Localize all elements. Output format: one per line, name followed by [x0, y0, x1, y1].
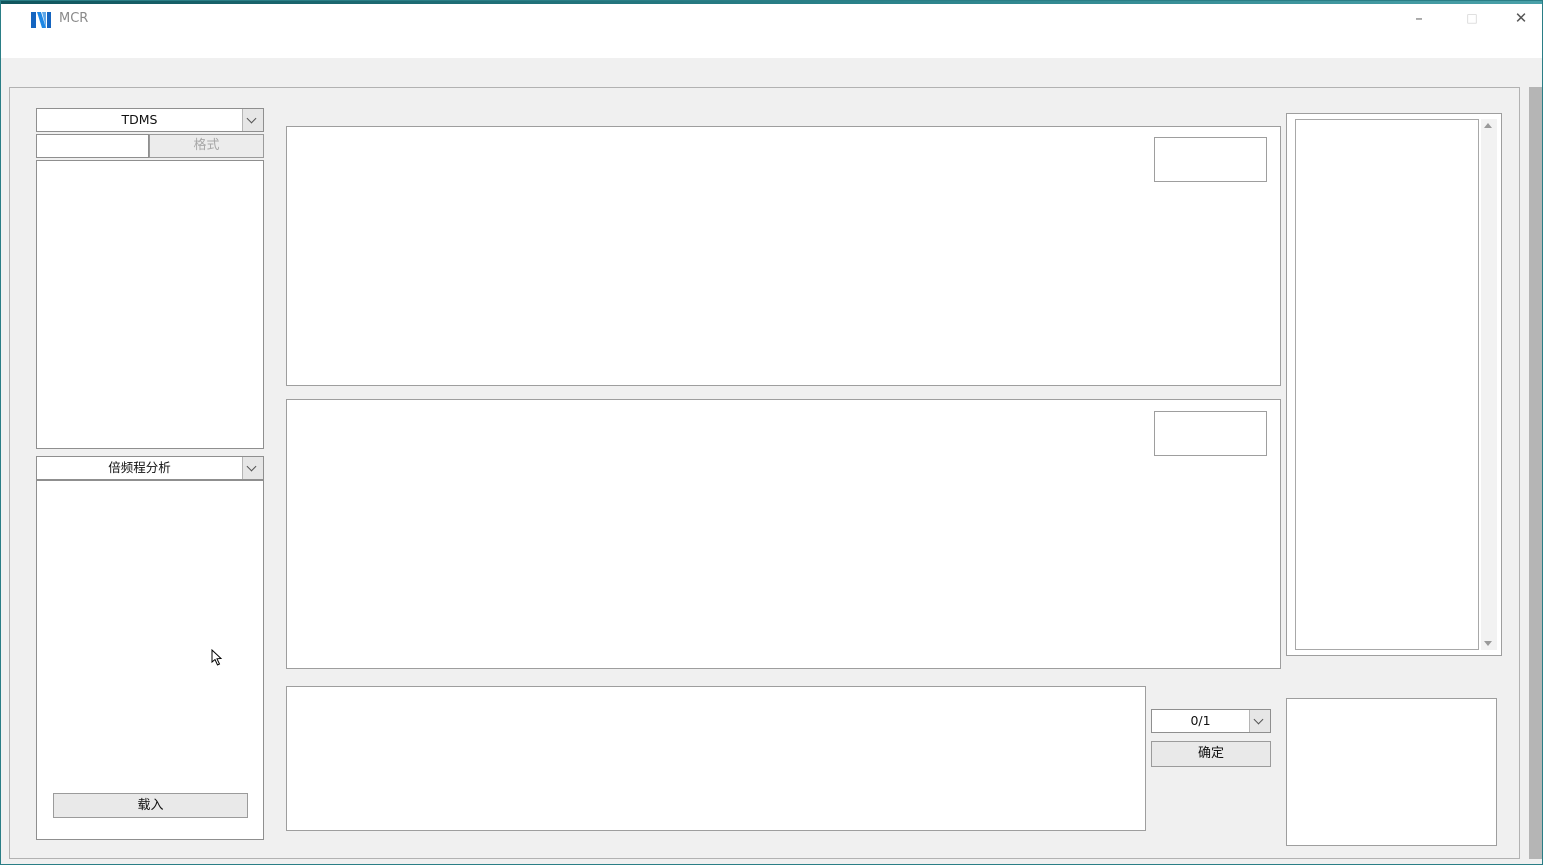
time-waveform-canvas[interactable] [287, 127, 1280, 385]
maximize-button[interactable]: □ [1466, 11, 1478, 25]
minimize-button[interactable]: – [1415, 9, 1423, 27]
analysis-settings-panel [36, 480, 264, 840]
overview-waveform-chart[interactable] [286, 686, 1146, 831]
chevron-down-icon[interactable] [1249, 710, 1270, 732]
selection-stats-panel [1286, 698, 1497, 846]
file-tree[interactable] [36, 160, 264, 449]
chevron-down-icon[interactable] [242, 457, 263, 479]
file-format-select[interactable]: TDMS [36, 108, 264, 132]
format-button[interactable]: 格式 [149, 134, 264, 158]
cursor-readout-list[interactable] [1295, 119, 1479, 650]
search-input[interactable] [36, 134, 149, 158]
menubar [1, 32, 1542, 58]
overview-waveform-canvas[interactable] [287, 687, 1145, 830]
cursor-readout-panel [1286, 113, 1502, 656]
load-button[interactable]: 载入 [53, 793, 248, 818]
window-title: MCR [59, 11, 89, 26]
overview-channel-select[interactable]: 0/1 [1151, 709, 1271, 733]
chevron-down-icon[interactable] [242, 109, 263, 131]
tabbar [1, 58, 1542, 83]
window-scrollbar[interactable] [1529, 87, 1542, 859]
spectrum-legend [1154, 411, 1267, 456]
octave-spectrum-chart[interactable] [286, 399, 1281, 669]
analysis-type-select[interactable]: 倍频程分析 [36, 456, 264, 480]
content-panel [9, 87, 1520, 859]
close-button[interactable]: ✕ [1514, 9, 1528, 27]
octave-spectrum-canvas[interactable] [287, 400, 1280, 668]
waveform-legend [1154, 137, 1267, 182]
window-top-accent [1, 1, 1542, 4]
confirm-button[interactable]: 确定 [1151, 741, 1271, 767]
readout-scrollbar[interactable] [1481, 119, 1497, 650]
titlebar[interactable]: MCR – □ ✕ [1, 4, 1542, 32]
app-logo-icon [31, 12, 51, 28]
time-waveform-chart[interactable] [286, 126, 1281, 386]
